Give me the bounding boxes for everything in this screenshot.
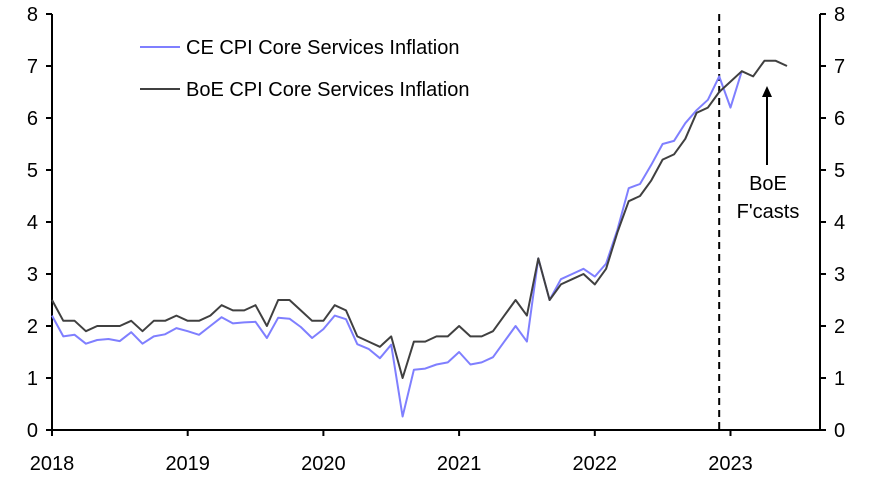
series-lines	[51, 59, 788, 418]
y-tick-label-right: 6	[834, 108, 845, 130]
y-tick-label-left: 5	[27, 160, 38, 182]
y-tick-label-right: 5	[834, 160, 845, 182]
y-tick-label-right: 3	[834, 264, 845, 286]
y-tick-label-right: 8	[834, 4, 845, 26]
y-tick-label-right: 0	[834, 420, 845, 442]
x-tick-label: 2018	[30, 453, 75, 475]
x-tick-label: 2022	[573, 453, 618, 475]
legend-label-boe: BoE CPI Core Services Inflation	[186, 79, 469, 101]
legend-label-ce: CE CPI Core Services Inflation	[186, 37, 459, 59]
x-tick-label: 2023	[708, 453, 753, 475]
arrow-head-icon	[762, 86, 772, 97]
y-tick-label-left: 7	[27, 56, 38, 78]
x-tick-label: 2020	[301, 453, 346, 475]
y-tick-label-right: 2	[834, 316, 845, 338]
boe-core-services-line	[51, 59, 788, 379]
ce-core-services-line	[51, 70, 743, 418]
y-tick-label-left: 2	[27, 316, 38, 338]
y-tick-label-left: 0	[27, 420, 38, 442]
annotation-line1: BoE	[749, 173, 787, 195]
y-tick-label-left: 8	[27, 4, 38, 26]
annotation-line2: F'casts	[737, 201, 800, 223]
y-tick-label-right: 4	[834, 212, 845, 234]
legend: CE CPI Core Services Inflation BoE CPI C…	[140, 37, 469, 101]
y-tick-label-left: 4	[27, 212, 38, 234]
y-tick-label-left: 6	[27, 108, 38, 130]
y-tick-label-left: 1	[27, 368, 38, 390]
x-tick-label: 2021	[437, 453, 482, 475]
y-tick-label-right: 7	[834, 56, 845, 78]
y-tick-label-right: 1	[834, 368, 845, 390]
x-tick-label: 2019	[165, 453, 210, 475]
y-tick-label-left: 3	[27, 264, 38, 286]
axes: 0 0 1 1 2 2 3 3 4 4 5 5 6 6 7 7 8 8 2018 2019 2020 2021 2022 20…	[27, 4, 845, 475]
forecast-annotation: BoE F'casts	[737, 86, 800, 223]
